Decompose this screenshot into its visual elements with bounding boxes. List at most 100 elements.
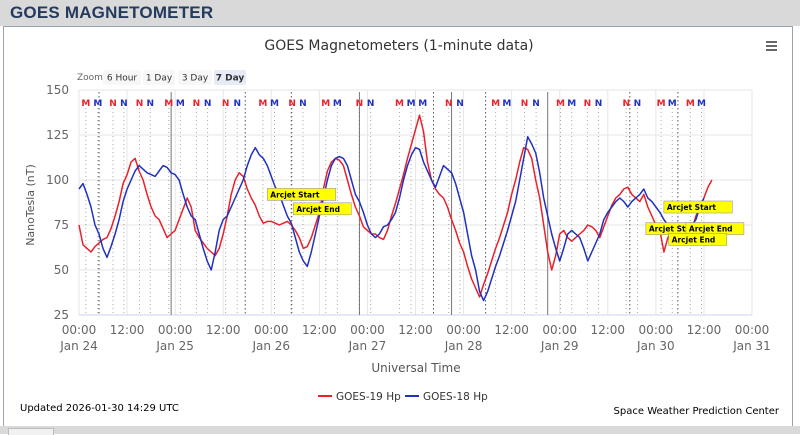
maneuver-marker-n: N [299, 99, 307, 109]
maneuver-marker-m: M [164, 99, 173, 109]
page-title: GOES MAGNETOMETER [10, 3, 214, 22]
x-tick-label: 00:00 [542, 323, 577, 337]
maneuver-marker-n: N [634, 99, 642, 109]
zoom-button-3-day[interactable]: 3 Day [178, 70, 212, 85]
x-tick-label: 00:00 [62, 323, 97, 337]
x-tick-label: 00:00 [735, 323, 770, 337]
maneuver-marker-m: M [567, 99, 576, 109]
zoom-button-6-hour[interactable]: 6 Hour [103, 70, 141, 85]
maneuver-marker-n: N [356, 99, 364, 109]
y-tick-label: 100 [46, 173, 69, 187]
y-tick-label: 125 [46, 128, 69, 142]
zoom-button-bg [214, 70, 246, 85]
maneuver-marker-m: M [657, 99, 666, 109]
annotation-label: Arcjet End [296, 205, 340, 214]
maneuver-marker-n: N [193, 99, 201, 109]
zoom-button-label: 7 Day [216, 74, 245, 84]
maneuver-marker-m: M [407, 99, 416, 109]
series-line-goes-18-hp [78, 136, 705, 302]
annotation-box [266, 188, 336, 201]
x-tick-label: 00:00 [350, 323, 385, 337]
x-axis-title: Universal Time [371, 361, 460, 375]
x-tick-date-label: Jan 26 [251, 339, 290, 353]
maneuver-marker-m: M [93, 99, 102, 109]
x-tick-label: 12:00 [206, 323, 241, 337]
arcjet-annotation: Arcjet Start [266, 188, 336, 201]
maneuver-marker-n: N [222, 99, 230, 109]
y-axis: 25 50 75 100 125 150 [46, 83, 69, 322]
zoom-button-bg [103, 70, 141, 85]
maneuver-marker-n: N [136, 99, 144, 109]
legend-label: GOES-18 Hp [423, 391, 488, 403]
maneuver-marker-m: M [176, 99, 185, 109]
zoom-label: Zoom [77, 73, 103, 83]
annotation-box [293, 202, 352, 216]
arcjet-annotation: Arcjet End [668, 233, 727, 246]
legend-item-goes-19-hp[interactable]: GOES-19 Hp [318, 391, 401, 403]
x-axis: 00:00 Jan 24 12:00 00:00 Jan 25 12:00 00:00 Jan… [59, 323, 771, 353]
x-tick-label: 12:00 [494, 323, 529, 337]
maneuver-marker-m: M [81, 99, 90, 109]
x-tick-label: 12:00 [398, 323, 433, 337]
x-tick-date-label: Jan 29 [540, 339, 579, 353]
annotation-label: Arcjet Start [667, 203, 717, 212]
chart-series [78, 114, 713, 302]
annotation-box [668, 233, 727, 246]
event-vlines [98, 92, 679, 315]
y-axis-title: NanoTesla (nT) [24, 164, 37, 246]
y-tick-label: 150 [46, 83, 69, 97]
y-tick-label: 75 [54, 218, 69, 232]
maneuver-marker-m: M [258, 99, 267, 109]
x-tick-date-label: Jan 28 [444, 339, 483, 353]
arcjet-annotations: Arcjet Start Arcjet End Arcjet Start Arcjet… [266, 188, 745, 246]
maneuver-marker-m: M [668, 99, 677, 109]
bottom-strip [0, 426, 800, 435]
zoom-button-label: 1 Day [146, 74, 173, 84]
maneuver-marker-m: M [270, 99, 279, 109]
chart-grid [78, 89, 753, 316]
y-tick-label: 25 [54, 308, 69, 322]
annotation-label: Arcjet End [689, 225, 733, 234]
arcjet-annotation: Arcjet End [685, 222, 745, 235]
x-tick-label: 12:00 [590, 323, 625, 337]
x-tick-label: 12:00 [687, 323, 722, 337]
maneuver-marker-n: N [233, 99, 241, 109]
zoom-button-7-day[interactable]: 7 Day [214, 70, 246, 85]
x-tick-label: 12:00 [302, 323, 337, 337]
maneuver-marker-n: N [445, 99, 453, 109]
zoom-button-1-day[interactable]: 1 Day [143, 70, 175, 85]
bottom-tab[interactable] [8, 428, 54, 435]
zoom-button-label: 3 Day [182, 74, 209, 84]
x-tick-label: 00:00 [254, 323, 289, 337]
maneuver-marker-m: M [491, 99, 500, 109]
x-tick-label: 12:00 [110, 323, 145, 337]
annotation-label: Arcjet Start [270, 190, 320, 199]
x-tick-date-label: Jan 31 [732, 339, 771, 353]
x-tick-date-label: Jan 27 [348, 339, 387, 353]
series-line-goes-19-hp [78, 114, 713, 298]
maneuver-marker-m: M [686, 99, 695, 109]
maneuver-marker-m: M [556, 99, 565, 109]
maneuver-marker-m: M [395, 99, 404, 109]
maneuver-marker-n: N [204, 99, 212, 109]
hamburger-menu-icon[interactable] [766, 41, 777, 51]
maneuver-marker-n: N [367, 99, 375, 109]
maneuver-marker-n: N [595, 99, 603, 109]
legend-label: GOES-19 Hp [336, 391, 401, 403]
maneuver-marker-n: N [109, 99, 117, 109]
x-tick-date-label: Jan 25 [155, 339, 194, 353]
maneuver-marker-m: M [502, 99, 511, 109]
x-tick-date-label: Jan 24 [59, 339, 98, 353]
annotation-label: Arcjet End [672, 235, 716, 244]
zoom-button-bg [143, 70, 175, 85]
maneuver-marker-m: M [697, 99, 706, 109]
annotation-box [663, 200, 733, 214]
maneuver-marker-n: N [456, 99, 464, 109]
legend-item-goes-18-hp[interactable]: GOES-18 Hp [405, 391, 488, 403]
chart-legend: GOES-19 Hp GOES-18 Hp [318, 391, 488, 403]
zoom-buttons: 6 Hour 1 Day 3 Day 7 Day [103, 70, 246, 85]
maneuver-marker-n: N [584, 99, 592, 109]
x-tick-label: 00:00 [158, 323, 193, 337]
credit-text: Space Weather Prediction Center [614, 406, 780, 417]
